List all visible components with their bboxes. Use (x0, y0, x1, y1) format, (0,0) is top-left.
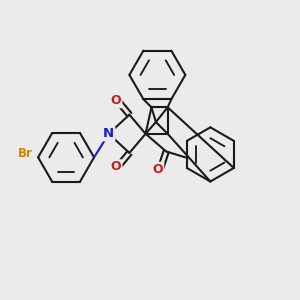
Text: O: O (153, 163, 163, 176)
Text: Br: Br (18, 147, 33, 160)
Text: O: O (111, 94, 122, 107)
Text: N: N (103, 127, 114, 140)
Text: O: O (111, 160, 122, 173)
